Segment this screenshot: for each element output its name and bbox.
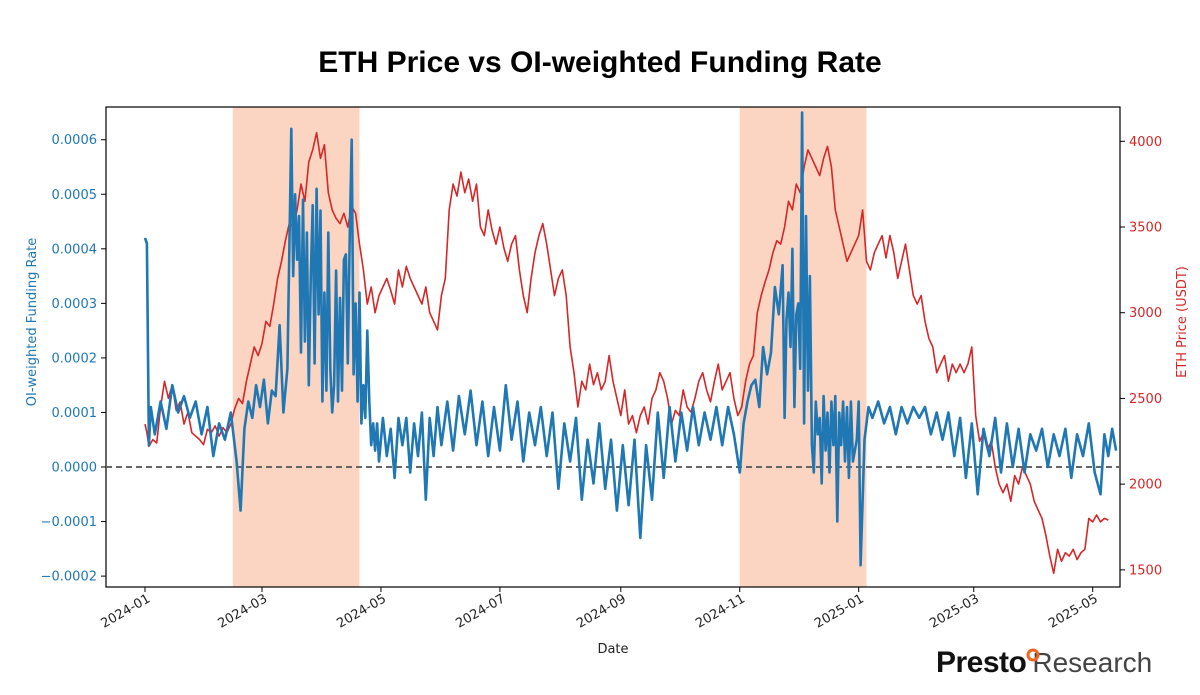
- x-tick-label-0: 2024-01: [98, 591, 153, 631]
- x-tick-label-6: 2025-01: [812, 591, 867, 631]
- left-tick-label-4: 0.0002: [52, 351, 98, 366]
- x-axis-ticks: 2024-01 2024-03 2024-05 2024-07 2024-09 2024-…: [98, 587, 1101, 632]
- left-tick-label-0: 0.0006: [52, 133, 98, 148]
- brand-logo: Presto Research: [936, 646, 1152, 686]
- brand-accent-icon: [1026, 648, 1040, 662]
- funding-rate-series-line: [143, 111, 1118, 567]
- left-tick-label-8: −0.0002: [41, 570, 97, 585]
- x-tick-label-7: 2025-03: [927, 591, 982, 631]
- x-tick-label-2: 2024-05: [334, 591, 389, 631]
- brand-suffix: Research: [1032, 647, 1153, 678]
- x-tick-label-4: 2024-09: [574, 591, 629, 631]
- x-tick-label-5: 2024-11: [693, 591, 748, 631]
- left-axis-label: OI-weighted Funding Rate: [25, 238, 40, 407]
- right-axis-ticks: 4000 3500 3000 2500 2000 1500: [1120, 135, 1162, 578]
- x-axis-label: Date: [597, 642, 628, 657]
- left-tick-label-5: 0.0001: [52, 406, 98, 421]
- right-tick-label-3: 2500: [1129, 392, 1162, 407]
- x-tick-label-8: 2025-05: [1046, 591, 1101, 631]
- right-tick-label-2: 3000: [1129, 306, 1162, 321]
- left-axis-ticks: 0.0006 0.0005 0.0004 0.0003 0.0002 0.0001 0.00…: [41, 133, 106, 585]
- left-tick-label-3: 0.0003: [52, 297, 98, 312]
- left-tick-label-7: −0.0001: [41, 515, 97, 530]
- eth-price-series-line: [144, 131, 1109, 575]
- left-tick-label-1: 0.0005: [52, 188, 98, 203]
- right-tick-label-5: 1500: [1129, 563, 1162, 578]
- chart-title: ETH Price vs OI-weighted Funding Rate: [318, 46, 881, 79]
- x-tick-label-1: 2024-03: [215, 591, 270, 631]
- x-tick-label-3: 2024-07: [453, 591, 508, 631]
- brand-name: Presto: [936, 646, 1027, 679]
- right-tick-label-0: 4000: [1129, 135, 1162, 150]
- plot-frame: [105, 106, 1121, 588]
- right-tick-label-1: 3500: [1129, 221, 1162, 236]
- left-tick-label-2: 0.0004: [52, 242, 98, 257]
- right-tick-label-4: 2000: [1129, 478, 1162, 493]
- left-tick-label-6: 0.0000: [52, 461, 98, 476]
- right-axis-label: ETH Price (USDT): [1175, 266, 1190, 378]
